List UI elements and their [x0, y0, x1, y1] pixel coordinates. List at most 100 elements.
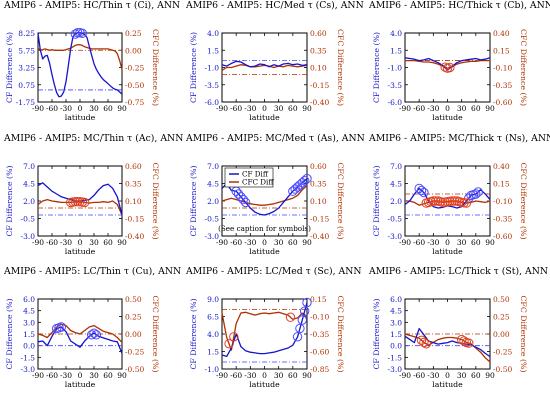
y-tick-label-left: -3.0: [21, 365, 36, 374]
x-tick-label: 0: [445, 104, 450, 113]
y-tick-label-left: -1.0: [205, 64, 220, 73]
caption-note: (See caption for symbols): [218, 224, 311, 233]
cf-significance-marker: [56, 322, 67, 332]
panel-title: AMIP6 - AMIP5: HC/Thick τ (Cb), ANN: [368, 0, 550, 11]
y-tick-label-right: 0.60: [310, 29, 327, 38]
x-tick-label: 30: [457, 238, 467, 247]
x-tick-label: 60: [103, 238, 113, 247]
y-tick-label-right: -0.35: [310, 330, 329, 339]
cfc-diff-line: [404, 333, 491, 363]
legend-label-cfc: CFC Diff: [242, 178, 274, 187]
y-tick-label-right: -0.15: [125, 215, 144, 224]
x-tick-label: -30: [427, 238, 439, 247]
y-tick-label-left: 3.25: [18, 64, 35, 73]
cf-significance-marker: [238, 194, 248, 205]
x-tick-label: 60: [471, 371, 481, 380]
cfc-significance-marker: [421, 339, 431, 349]
y-tick-label-left: 7.0: [390, 162, 402, 171]
y-tick-label-left: 6.0: [390, 295, 402, 304]
y-tick-label-right: 0.35: [310, 180, 327, 189]
y-tick-label-right: -0.25: [493, 348, 512, 357]
x-tick-label: 90: [117, 238, 127, 247]
y-tick-label-right: -0.10: [493, 197, 512, 206]
y-axis-label-left: CF Difference (%): [372, 165, 381, 236]
y-tick-label-left: 1.5: [207, 348, 219, 357]
y-tick-label-left: 6.0: [23, 295, 35, 304]
y-tick-label-left: 4.5: [390, 307, 402, 316]
y-tick-label-left: -6.0: [388, 98, 403, 107]
y-tick-label-right: -0.50: [125, 81, 144, 90]
cf-diff-line: [221, 302, 308, 358]
cfc-significance-marker: [229, 332, 239, 342]
y-tick-label-left: 1.5: [390, 46, 402, 55]
x-axis-label: latitude: [432, 380, 463, 389]
y-axis-label-left: CF Difference (%): [5, 32, 14, 103]
cf-significance-marker: [473, 187, 483, 197]
cf-diff-line: [37, 32, 123, 98]
y-tick-label-right: 0.15: [493, 180, 510, 189]
cf-significance-marker: [297, 315, 307, 325]
x-tick-label: -60: [413, 371, 425, 380]
y-tick-label-right: 0.40: [493, 29, 510, 38]
y-tick-label-left: 6.5: [207, 313, 219, 322]
y-tick-label-right: 0.35: [125, 180, 142, 189]
y-tick-label-left: 7.0: [207, 162, 219, 171]
cfc-significance-marker: [72, 197, 83, 207]
panel-title: AMIP6 - AMIP5: HC/Med τ (Cs), ANN: [185, 0, 364, 11]
y-axis-label-right: CFC Difference (%): [336, 29, 345, 106]
y-tick-label-left: -0.5: [21, 215, 36, 224]
y-tick-label-left: -0.5: [205, 215, 220, 224]
y-tick-label-left: -1.0: [388, 64, 403, 73]
y-tick-label-left: 1.5: [23, 330, 35, 339]
y-tick-label-left: -1.5: [388, 353, 403, 362]
x-tick-label: 60: [103, 104, 113, 113]
y-tick-label-right: 0.00: [493, 330, 510, 339]
cf-significance-marker: [236, 192, 246, 202]
cfc-diff-line: [37, 44, 123, 70]
y-tick-label-right: -0.10: [310, 313, 329, 322]
x-tick-label: 30: [274, 104, 284, 113]
y-tick-label-right: 0.25: [493, 313, 510, 322]
cfc-diff-line: [221, 311, 308, 351]
cfc-significance-marker: [449, 196, 460, 206]
x-tick-label: -60: [413, 104, 425, 113]
cf-significance-marker: [419, 187, 429, 198]
y-axis-label-right: CFC Difference (%): [519, 162, 528, 239]
cf-diff-line: [37, 182, 123, 216]
cf-significance-marker: [302, 297, 312, 308]
panel-5: AMIP6 - AMIP5: MC/Med τ (As), ANN-90 -60-…: [185, 133, 365, 256]
cfc-significance-marker: [419, 337, 429, 348]
y-tick-label-right: 0.00: [125, 46, 142, 55]
y-tick-label-left: 0.0: [23, 342, 35, 351]
cfc-significance-marker: [430, 196, 441, 206]
y-axis-label-right: CFC Difference (%): [336, 295, 345, 372]
cf-diff-line: [37, 326, 123, 354]
x-tick-label: 60: [288, 371, 298, 380]
y-axis-label-left: CF Difference (%): [372, 298, 381, 369]
cfc-diff-line: [221, 64, 308, 71]
x-tick-label: -30: [244, 104, 256, 113]
y-tick-label-left: -6.0: [205, 98, 220, 107]
cfc-significance-marker: [428, 196, 439, 206]
y-tick-label-left: -3.0: [388, 232, 403, 241]
y-tick-label-left: 8.25: [18, 29, 35, 38]
y-tick-label-left: 4.5: [390, 180, 402, 189]
y-tick-label-right: -0.15: [310, 215, 329, 224]
x-tick-label: 30: [274, 238, 284, 247]
y-tick-label-right: 0.35: [310, 46, 327, 55]
x-tick-label: -90: [399, 104, 411, 113]
x-tick-label: 30: [457, 371, 467, 380]
x-tick-label: -30: [244, 238, 256, 247]
y-tick-label-right: -0.50: [493, 365, 512, 374]
cf-significance-marker: [240, 197, 251, 208]
panel-4: AMIP6 - AMIP5: MC/Thin τ (Ac), ANN -90 -60…: [3, 133, 183, 256]
y-tick-label-right: 0.10: [310, 197, 327, 206]
x-tick-label: 60: [103, 371, 113, 380]
y-tick-label-left: -3.5: [388, 81, 403, 90]
y-tick-label-right: 0.25: [125, 313, 142, 322]
y-tick-label-right: -0.40: [125, 232, 144, 241]
y-tick-label-left: 2.0: [390, 197, 402, 206]
y-tick-label-left: 0.0: [390, 342, 402, 351]
y-tick-label-right: -0.60: [493, 232, 512, 241]
